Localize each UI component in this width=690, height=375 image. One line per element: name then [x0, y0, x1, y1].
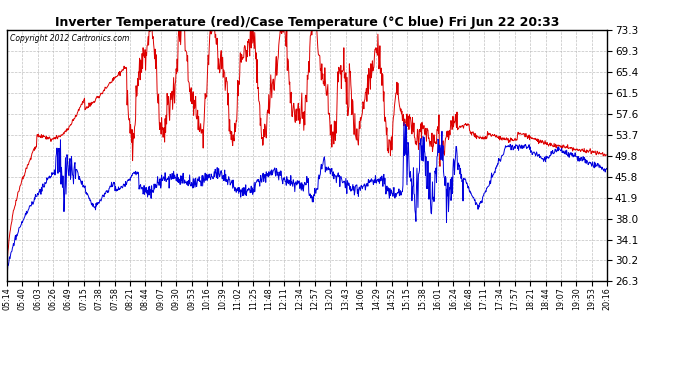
Text: Copyright 2012 Cartronics.com: Copyright 2012 Cartronics.com: [10, 34, 129, 43]
Title: Inverter Temperature (red)/Case Temperature (°C blue) Fri Jun 22 20:33: Inverter Temperature (red)/Case Temperat…: [55, 16, 559, 29]
